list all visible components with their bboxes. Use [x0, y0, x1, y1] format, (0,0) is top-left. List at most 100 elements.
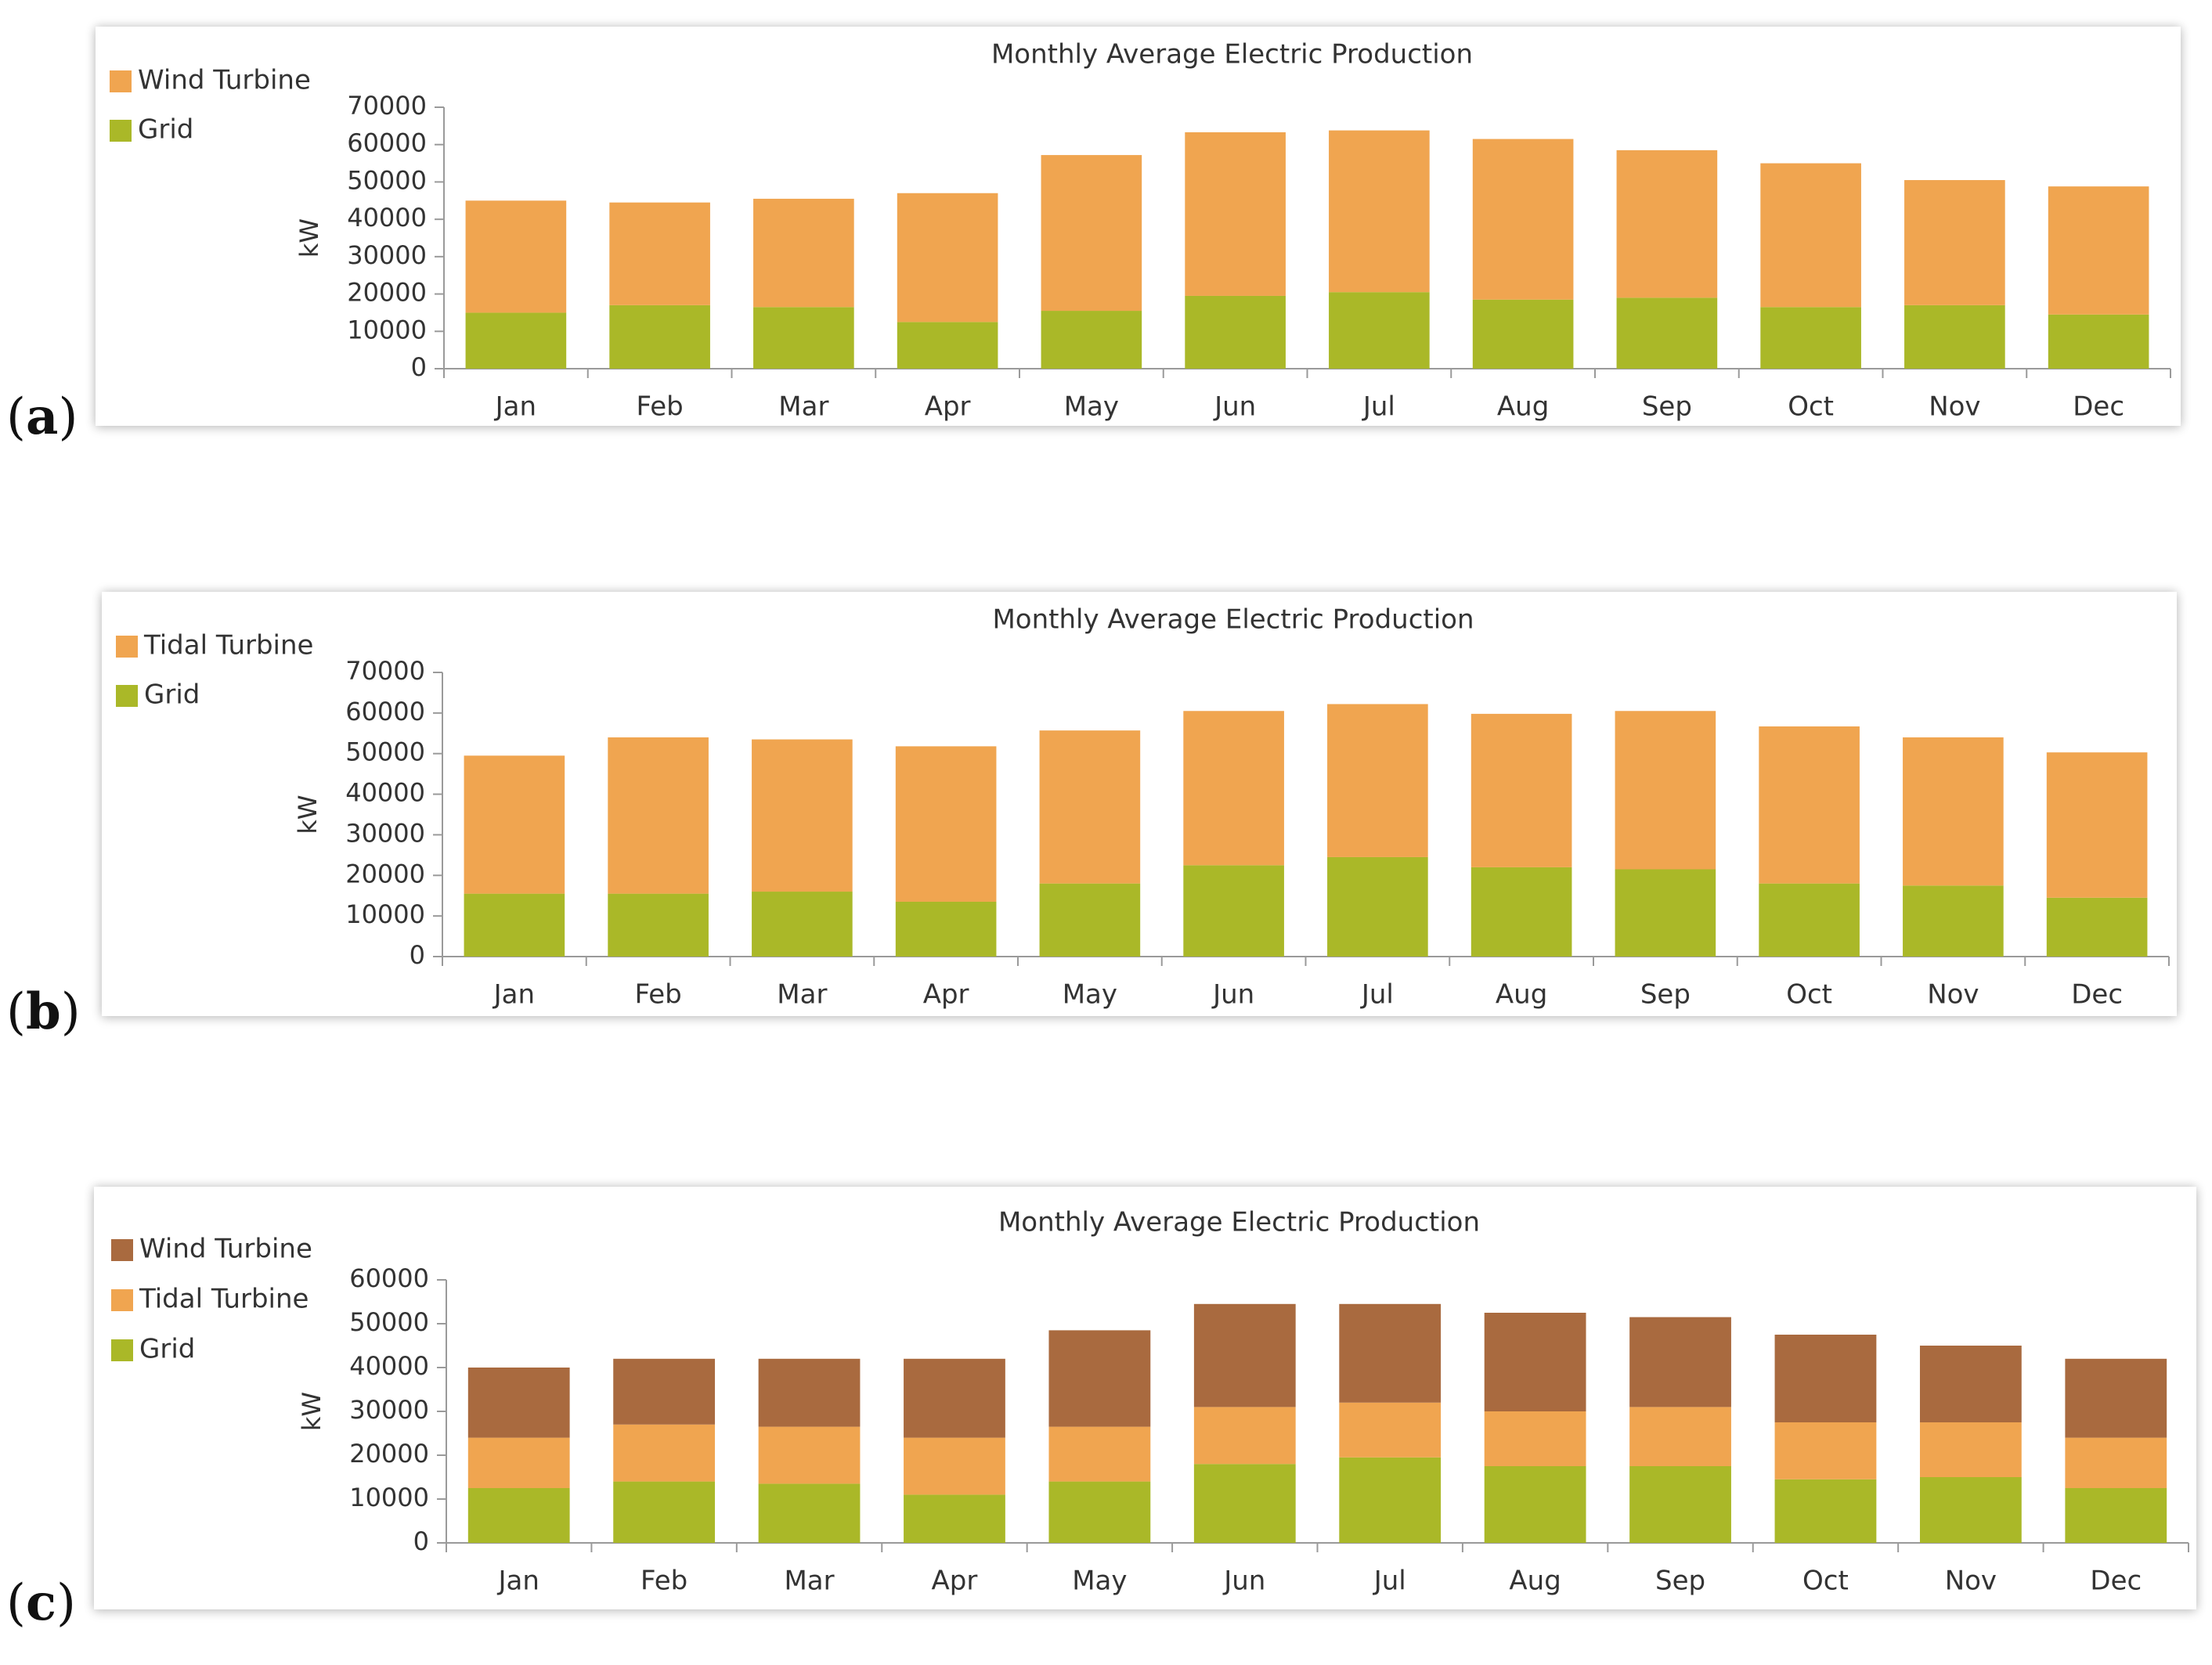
x-tick-label: Nov — [1929, 391, 1980, 423]
bar-grid-sep — [1615, 869, 1716, 957]
x-tick-label: Jan — [496, 1566, 539, 1597]
legend-swatch — [111, 1289, 133, 1311]
x-tick-label: Feb — [635, 979, 682, 1011]
legend-label: Grid — [139, 1334, 195, 1365]
bar-grid-jul — [1339, 1457, 1442, 1543]
bar-wind-turbine-jun — [1193, 1303, 1296, 1407]
bar-grid-oct — [1760, 307, 1861, 369]
bar-grid-mar — [758, 1483, 861, 1543]
bar-grid-jun — [1193, 1464, 1296, 1543]
bar-grid-may — [1039, 883, 1141, 957]
bar-tidal-turbine-dec — [2046, 752, 2148, 898]
bar-grid-feb — [613, 1481, 716, 1543]
bar-tidal-turbine-nov — [1903, 737, 2004, 886]
x-tick-label: Aug — [1509, 1566, 1561, 1597]
bar-grid-jul — [1327, 856, 1428, 957]
bar-tidal-turbine-feb — [613, 1424, 716, 1482]
bar-wind-turbine-jul — [1339, 1303, 1442, 1403]
x-tick-label: Oct — [1802, 1566, 1849, 1597]
bar-wind-turbine-nov — [1919, 1346, 2022, 1422]
legend-label: Tidal Turbine — [139, 1284, 309, 1315]
bar-grid-nov — [1903, 885, 2004, 957]
y-axis-label: kW — [293, 795, 323, 834]
bar-tidal-turbine-jun — [1183, 711, 1284, 866]
bar-wind-turbine-may — [1041, 155, 1142, 312]
bar-grid-feb — [609, 305, 710, 369]
legend-label: Grid — [144, 679, 200, 711]
x-tick-label: Jan — [493, 979, 535, 1011]
bar-grid-apr — [897, 322, 998, 369]
legend-label: Grid — [138, 114, 193, 146]
bar-tidal-turbine-feb — [608, 737, 709, 894]
chart-panel-c: Monthly Average Electric Production Wind … — [94, 1187, 2196, 1609]
bar-wind-turbine-feb — [613, 1358, 716, 1425]
x-tick-label: Mar — [777, 979, 827, 1011]
chart-panel-b: Monthly Average Electric Production Tidal… — [102, 592, 2177, 1016]
bar-tidal-turbine-jul — [1327, 704, 1428, 857]
x-tick-label: Mar — [784, 1566, 834, 1597]
y-tick-label: 30000 — [349, 1395, 429, 1425]
bar-grid-mar — [753, 307, 854, 369]
bar-grid-jan — [464, 893, 565, 957]
bar-tidal-turbine-jan — [467, 1437, 570, 1488]
bar-wind-turbine-jan — [465, 200, 567, 313]
bar-grid-oct — [1774, 1479, 1877, 1543]
x-tick-label: Oct — [1786, 979, 1832, 1011]
y-tick-label: 0 — [410, 940, 425, 970]
y-tick-label: 50000 — [349, 1307, 429, 1337]
y-tick-label: 30000 — [347, 240, 427, 270]
bar-wind-turbine-mar — [758, 1358, 861, 1427]
bar-grid-sep — [1616, 297, 1718, 369]
bar-grid-apr — [895, 901, 997, 957]
bar-tidal-turbine-aug — [1484, 1411, 1586, 1466]
x-tick-label: Jan — [494, 391, 536, 423]
bar-wind-turbine-aug — [1472, 139, 1574, 300]
x-tick-label: Jul — [1362, 391, 1395, 423]
chart-title: Monthly Average Electric Production — [992, 604, 1474, 636]
bar-tidal-turbine-jul — [1339, 1402, 1442, 1458]
x-tick-label: May — [1064, 391, 1119, 423]
bar-grid-may — [1048, 1481, 1151, 1543]
y-tick-label: 60000 — [345, 697, 425, 726]
bar-wind-turbine-apr — [897, 193, 998, 323]
x-tick-label: Apr — [932, 1566, 978, 1597]
bar-wind-turbine-dec — [2065, 1358, 2167, 1438]
bar-wind-turbine-sep — [1629, 1317, 1731, 1407]
y-axis-label: kW — [297, 1392, 327, 1431]
bar-grid-feb — [608, 893, 709, 957]
bar-wind-turbine-nov — [1904, 180, 2005, 305]
x-tick-label: Jul — [1373, 1566, 1406, 1597]
bar-grid-aug — [1472, 299, 1574, 369]
bar-grid-jul — [1329, 292, 1430, 369]
x-tick-label: Feb — [641, 1566, 687, 1597]
bar-grid-jun — [1183, 865, 1284, 957]
bar-tidal-turbine-aug — [1470, 713, 1572, 867]
bar-tidal-turbine-apr — [904, 1437, 1005, 1495]
y-tick-label: 70000 — [347, 91, 427, 121]
y-tick-label: 30000 — [345, 818, 425, 848]
bar-grid-apr — [904, 1494, 1005, 1543]
bar-grid-aug — [1470, 867, 1572, 957]
x-tick-label: May — [1072, 1566, 1127, 1597]
bar-wind-turbine-aug — [1484, 1313, 1586, 1411]
bar-grid-oct — [1759, 883, 1860, 957]
x-tick-label: Jun — [1222, 1566, 1265, 1597]
y-tick-label: 60000 — [349, 1263, 429, 1293]
bar-tidal-turbine-jan — [464, 755, 565, 894]
bar-wind-turbine-dec — [2048, 186, 2149, 315]
bar-wind-turbine-feb — [609, 202, 710, 305]
bar-wind-turbine-jul — [1329, 130, 1430, 293]
bar-grid-dec — [2065, 1488, 2167, 1543]
x-tick-label: Apr — [925, 391, 971, 423]
y-tick-label: 50000 — [345, 737, 425, 767]
chart-a: Monthly Average Electric Production Wind … — [110, 39, 2171, 423]
panel-label-b: (b) — [6, 982, 81, 1041]
x-tick-label: Jun — [1213, 391, 1256, 423]
bar-tidal-turbine-apr — [895, 746, 997, 902]
y-tick-label: 20000 — [347, 278, 427, 308]
x-tick-label: Feb — [637, 391, 684, 423]
chart-c: Monthly Average Electric Production Wind … — [111, 1207, 2189, 1597]
bar-grid-may — [1041, 311, 1142, 369]
bar-tidal-turbine-sep — [1629, 1407, 1731, 1466]
chart-title: Monthly Average Electric Production — [998, 1207, 1480, 1238]
